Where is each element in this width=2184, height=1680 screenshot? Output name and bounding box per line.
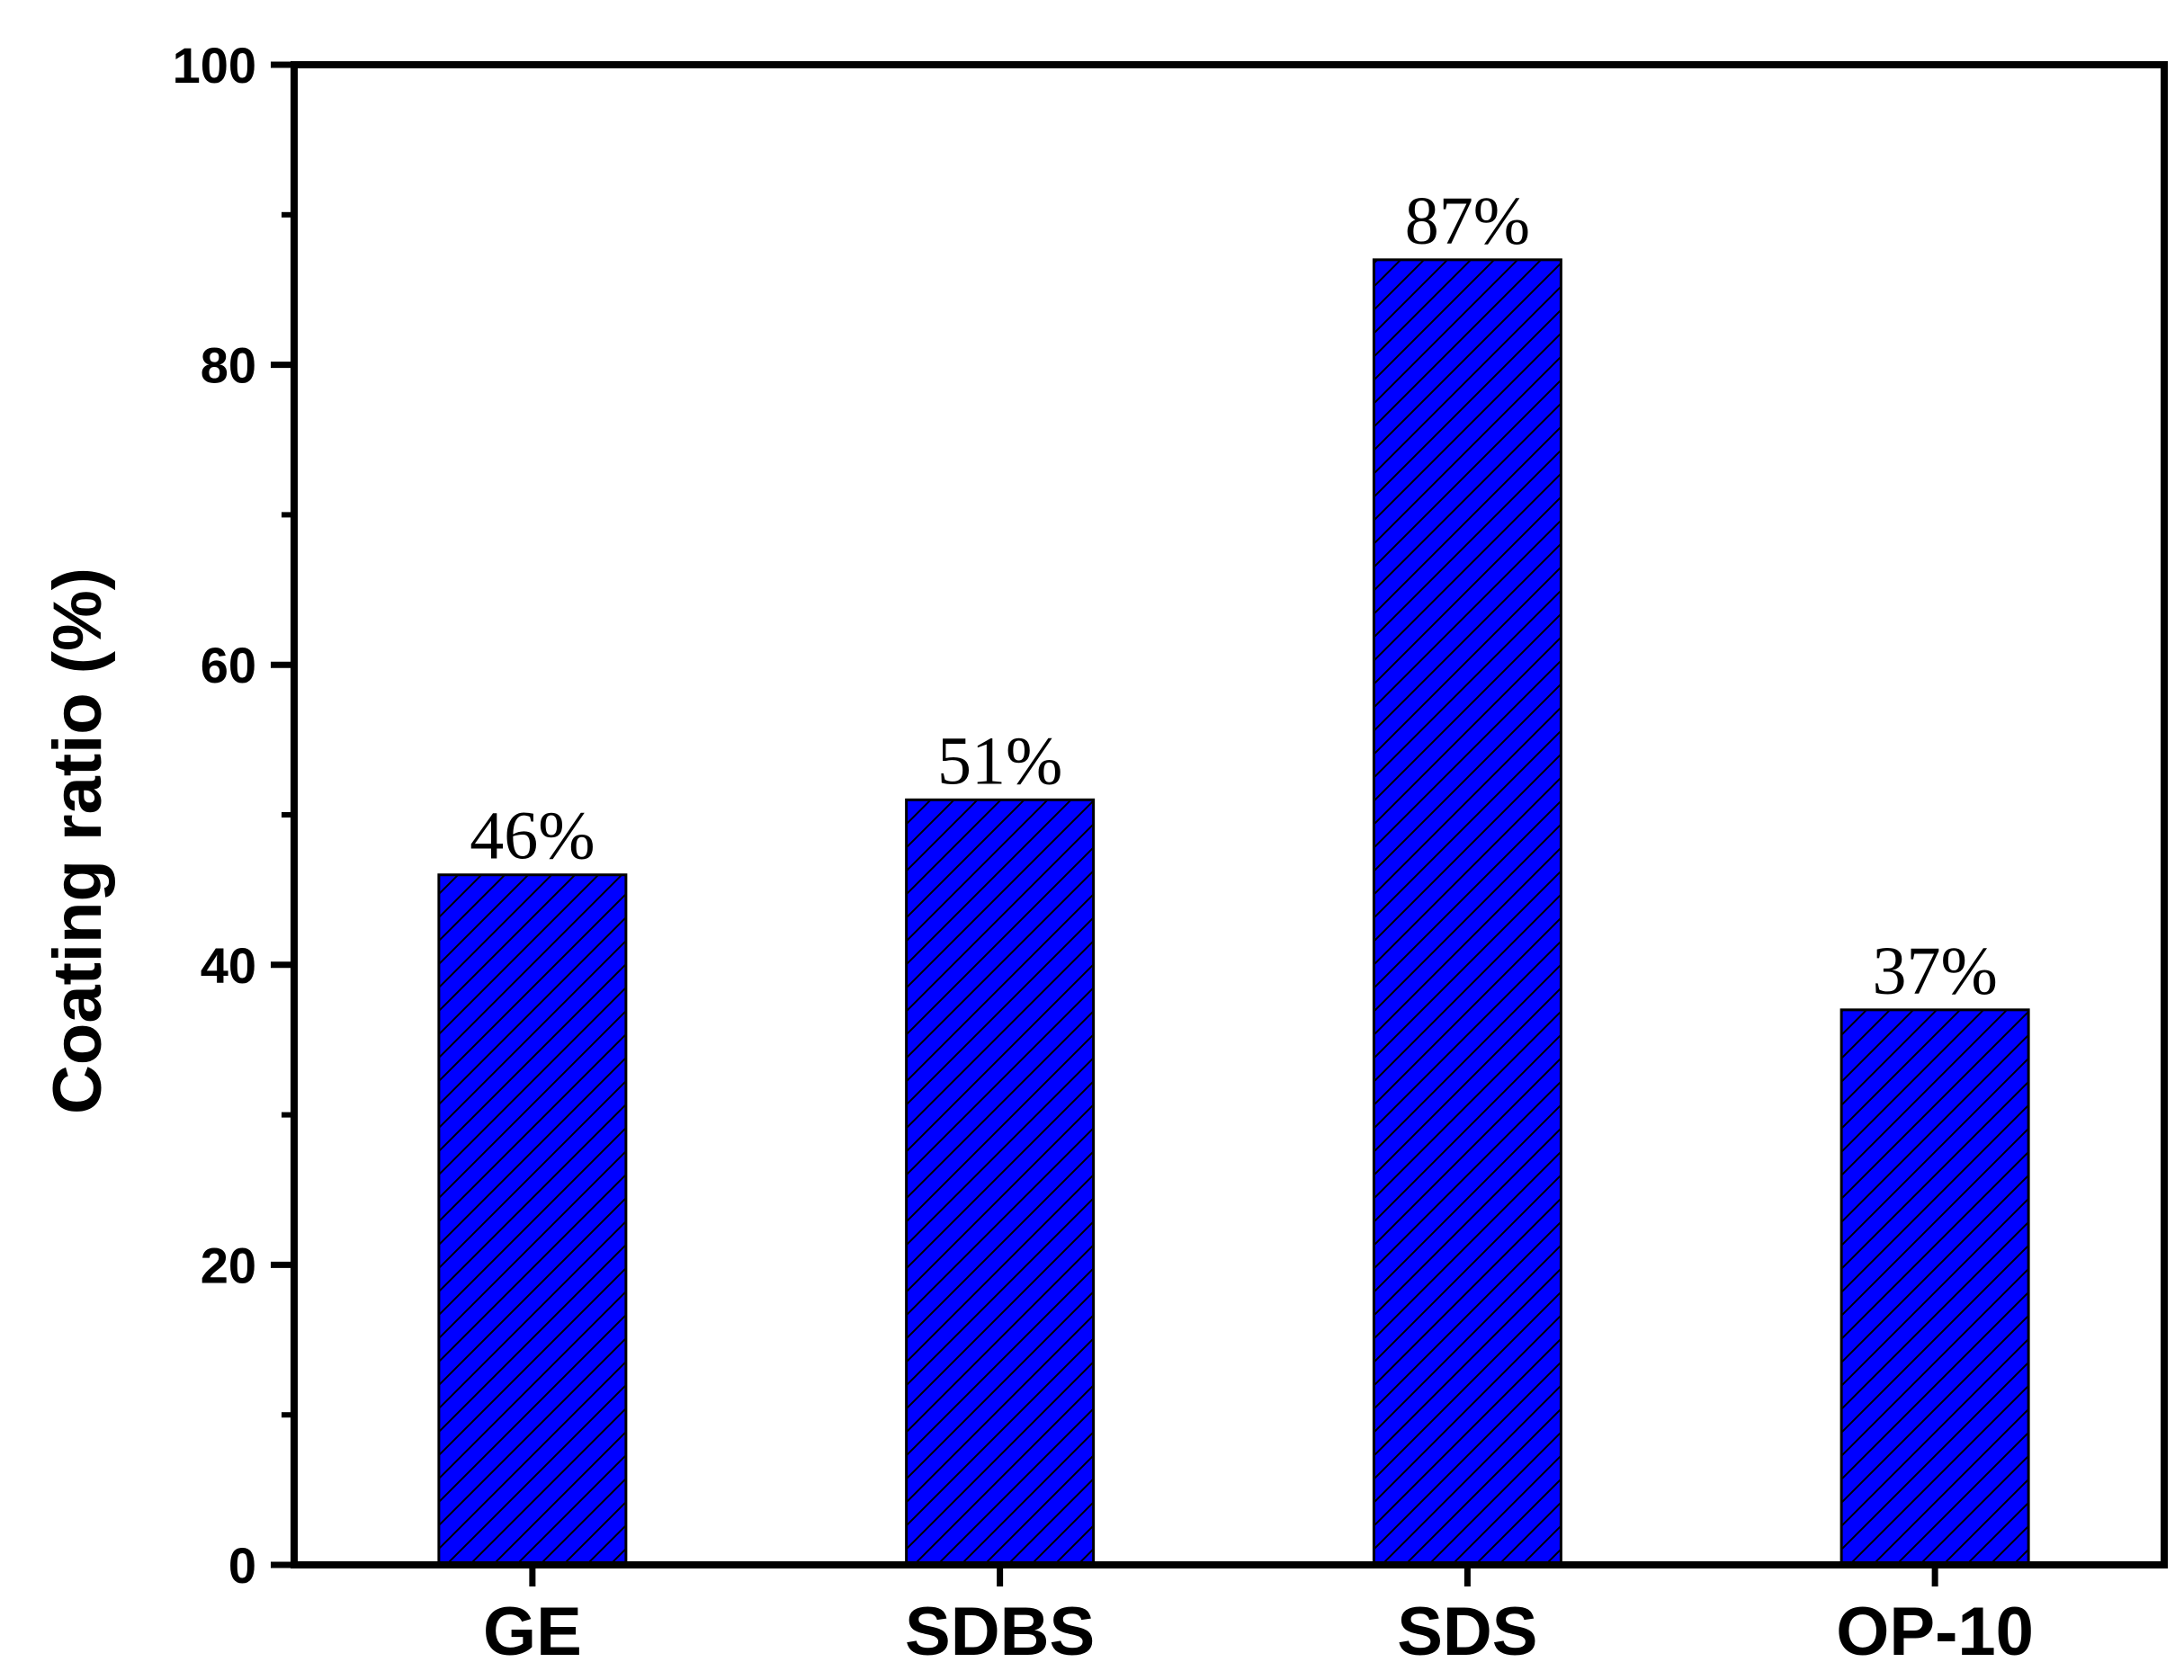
y-tick-label: 100 <box>173 37 256 94</box>
bar-sdbs <box>905 798 1096 1567</box>
bars-group <box>437 258 2030 1567</box>
y-tick-label: 80 <box>201 337 256 394</box>
x-category-label: SDBS <box>905 1594 1095 1670</box>
x-category-label: OP-10 <box>1836 1594 2034 1670</box>
data-label-op-10: 37% <box>1872 934 1997 1009</box>
y-tick-label: 20 <box>201 1237 256 1293</box>
x-axis: GE SDBS SDS OP-10 <box>483 1565 2034 1670</box>
y-tick-label: 60 <box>201 637 256 693</box>
x-category-label: SDS <box>1397 1594 1537 1670</box>
data-label-sdbs: 51% <box>937 723 1062 799</box>
data-label-ge: 46% <box>470 799 595 874</box>
bar-op-10 <box>1839 1008 2030 1567</box>
y-axis: 0 20 40 60 80 100 <box>173 37 294 1594</box>
x-category-label: GE <box>483 1594 582 1670</box>
y-tick-label: 40 <box>201 937 256 994</box>
data-label-sds: 87% <box>1405 183 1530 259</box>
bar-ge <box>437 873 628 1567</box>
data-labels-group: 46% 51% 87% 37% <box>470 183 1998 1009</box>
plot-frame <box>291 61 2168 1568</box>
bar-sds <box>1372 258 1562 1567</box>
y-tick-label: 0 <box>228 1537 256 1594</box>
y-axis-title: Coating ratio (%) <box>40 567 116 1114</box>
